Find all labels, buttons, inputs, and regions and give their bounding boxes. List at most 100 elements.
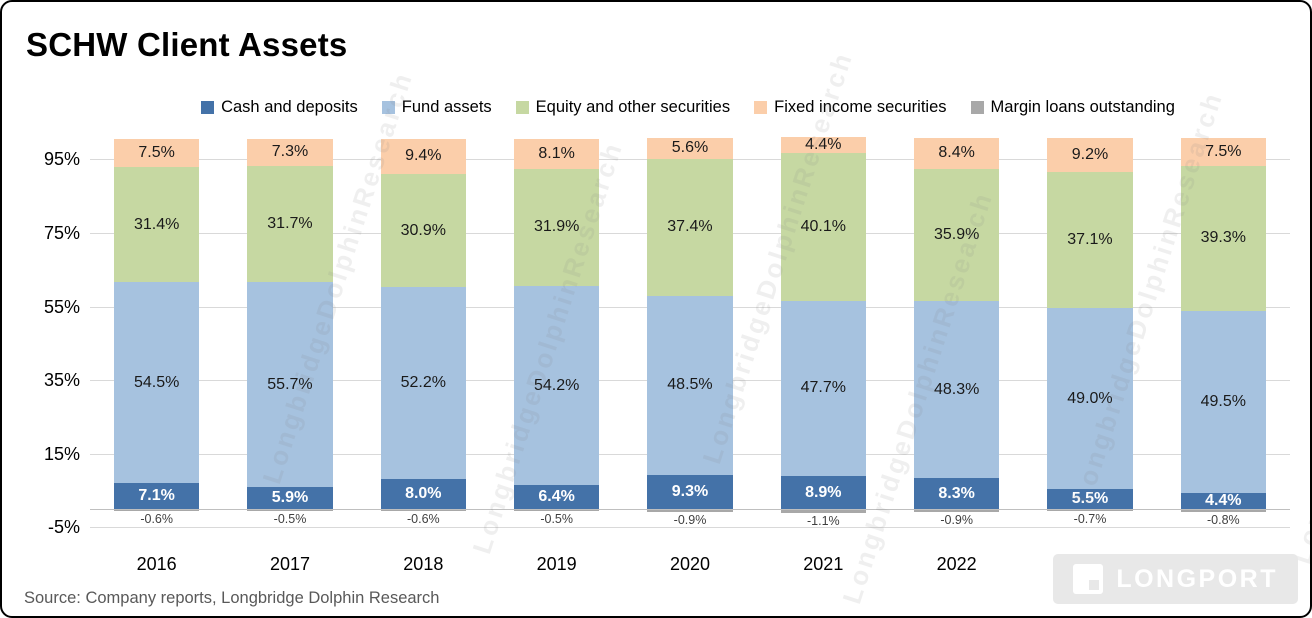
segment-value-label: 37.1% <box>1067 231 1113 249</box>
longport-watermark: LONGPORT <box>1053 554 1298 604</box>
bar-segment: 31.7% <box>247 165 333 283</box>
bar-segment: 39.3% <box>1180 166 1266 311</box>
bar-segment: 52.2% <box>380 287 466 480</box>
bar-segment: 30.9% <box>380 173 466 288</box>
diagonal-watermark: LongbridgeDolphinResearch <box>1286 147 1312 568</box>
bar-segment: 7.1% <box>113 482 200 509</box>
segment-value-label: 31.7% <box>267 214 313 232</box>
legend-label: Equity and other securities <box>535 98 731 116</box>
bar-segment: 5.5% <box>1047 488 1133 509</box>
bar-segment-negative <box>1180 508 1266 512</box>
segment-value-label: 7.1% <box>138 486 175 504</box>
segment-value-label: 35.9% <box>933 225 980 243</box>
bar-segment: 49.0% <box>1047 308 1133 489</box>
segment-value-label: 31.4% <box>133 215 180 233</box>
plot-area: 95% 75% 55% 35% 15% -5% 7.1% 54.5% 31.4% 7.5% -0.… <box>44 130 1290 542</box>
x-axis-label: 2017 <box>269 554 311 574</box>
y-tick-label: 75% <box>43 223 80 243</box>
bar-group: 5.5% 49.0% 37.1% 9.2% -0.7% <box>1023 130 1156 542</box>
negative-value-label: -0.8% <box>1206 512 1240 527</box>
bar-group: 9.3% 48.5% 37.4% 5.6% -0.9% <box>623 130 756 542</box>
segment-value-label: 4.4% <box>805 136 842 154</box>
x-axis-label: 2018 <box>403 554 444 574</box>
bar-segment: 40.1% <box>780 153 866 301</box>
y-tick-label: 95% <box>43 149 80 170</box>
segment-value-label: 54.2% <box>533 376 580 394</box>
legend-swatch <box>970 101 984 114</box>
segment-value-label: 48.5% <box>667 376 713 394</box>
legend-swatch <box>201 101 215 114</box>
segment-value-label: 7.5% <box>1205 143 1242 161</box>
bar-segment-negative <box>380 508 466 512</box>
segment-value-label: 39.3% <box>1200 229 1246 247</box>
legend-item: Fixed income securities <box>754 98 947 117</box>
segment-value-label: 8.1% <box>538 144 575 162</box>
y-tick-label: 15% <box>43 443 80 464</box>
segment-value-label: 40.1% <box>800 217 846 235</box>
y-tick-label: -5% <box>47 517 80 538</box>
bar-segment: 47.7% <box>780 300 866 477</box>
bar-segment: 37.4% <box>647 158 733 297</box>
legend-item: Margin loans outstanding <box>970 98 1175 117</box>
segment-value-label: 5.5% <box>1071 489 1109 507</box>
segment-value-label: 48.3% <box>933 380 980 398</box>
segment-value-label: 8.3% <box>938 484 975 502</box>
segment-value-label: 7.3% <box>271 143 309 161</box>
zero-axis-line <box>90 508 1290 510</box>
segment-value-label: 8.9% <box>805 483 842 501</box>
bar-group: 7.1% 54.5% 31.4% 7.5% -0.6% <box>90 130 223 542</box>
legend-swatch <box>754 101 768 114</box>
negative-value-label: -0.6% <box>406 512 440 527</box>
legend-swatch <box>381 101 395 114</box>
bar-segment: 55.7% <box>247 282 333 488</box>
segment-value-label: 7.5% <box>138 143 175 161</box>
bar-group: 6.4% 54.2% 31.9% 8.1% -0.5% <box>490 130 623 542</box>
bar-segment: 48.5% <box>647 296 733 475</box>
chart-title: SCHW Client Assets <box>26 26 348 63</box>
segment-value-label: 37.4% <box>667 218 713 236</box>
bar-segment: 9.3% <box>647 474 733 509</box>
negative-value-label: -0.5% <box>540 511 573 526</box>
segment-value-label: 54.5% <box>133 373 180 391</box>
segment-value-label: 5.9% <box>271 489 309 507</box>
bar-segment: 7.5% <box>113 139 200 167</box>
legend-item: Cash and deposits <box>201 98 358 117</box>
segment-value-label: 49.5% <box>1200 392 1246 410</box>
longport-logo-icon <box>1073 564 1104 594</box>
bar-segment: 4.4% <box>1180 492 1266 509</box>
bar-group: 5.9% 55.7% 31.7% 7.3% -0.5% <box>223 130 356 542</box>
gridline <box>90 527 1290 529</box>
bar-group: 8.3% 48.3% 35.9% 8.4% -0.9% <box>890 130 1023 542</box>
bar-segment: 48.3% <box>913 300 1000 479</box>
bar-segment: 7.3% <box>247 138 333 166</box>
bar-segment: 37.1% <box>1047 171 1133 309</box>
bar-segment-negative <box>647 508 733 513</box>
segment-value-label: 49.0% <box>1067 389 1113 407</box>
segment-value-label: 9.2% <box>1071 145 1109 163</box>
y-tick-label: 55% <box>43 296 80 317</box>
bar-segment: 5.9% <box>247 487 333 509</box>
negative-value-label: -0.5% <box>273 511 307 526</box>
x-axis-label: 2019 <box>536 554 577 574</box>
segment-value-label: 8.4% <box>938 144 975 162</box>
bar-segment: 5.6% <box>647 138 733 159</box>
negative-value-label: -1.1% <box>806 513 840 528</box>
segment-value-label: 52.2% <box>400 374 446 392</box>
bar-segment: 7.5% <box>1180 138 1266 167</box>
bar-segment: 6.4% <box>513 485 600 509</box>
bar-segment-negative <box>780 508 866 513</box>
negative-value-label: -0.7% <box>1073 512 1107 527</box>
bar-group: 4.4% 49.5% 39.3% 7.5% -0.8% <box>1157 130 1290 542</box>
bar-group: 8.0% 52.2% 30.9% 9.4% -0.6% <box>357 130 490 542</box>
bar-segment: 54.5% <box>113 282 200 483</box>
bar-segment-negative <box>1047 508 1133 512</box>
longport-label: LONGPORT <box>1116 564 1278 593</box>
bar-segment: 31.4% <box>113 166 200 283</box>
bar-segment: 54.2% <box>513 285 600 486</box>
bar-segment: 31.9% <box>513 168 600 286</box>
y-tick-label: 35% <box>43 370 80 391</box>
bar-segment-negative <box>113 508 200 512</box>
segment-value-label: 47.7% <box>800 379 846 397</box>
legend: Cash and deposits Fund assets Equity and o… <box>82 98 1294 117</box>
negative-value-label: -0.9% <box>940 513 973 528</box>
